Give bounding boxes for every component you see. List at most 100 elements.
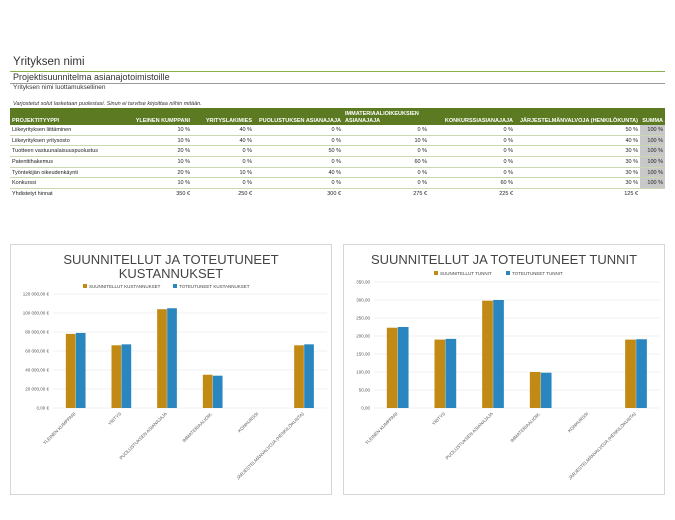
value-cell[interactable]: 0 % [192, 145, 254, 158]
bar[interactable] [202, 374, 213, 408]
hours-chart: SUUNNITELLUT JA TOTEUTUNEET TUNNIT SUUNNI… [343, 244, 665, 495]
bar[interactable] [304, 344, 314, 408]
column-header[interactable]: IMMATERIAALIOIKEUKSIEN ASIANAJAJA [343, 108, 429, 125]
value-cell[interactable]: 40 % [192, 135, 254, 147]
value-cell[interactable]: 20 % [120, 145, 192, 158]
value-cell[interactable]: 50 % [515, 125, 640, 136]
bar[interactable] [157, 309, 167, 408]
value-cell[interactable]: 30 % [515, 145, 640, 158]
sum-cell[interactable]: 100 % [640, 145, 665, 158]
company-name[interactable]: Yrityksen nimi [13, 56, 85, 68]
value-cell[interactable]: 30 % [515, 177, 640, 190]
bar[interactable] [445, 338, 457, 408]
bar[interactable] [65, 333, 76, 408]
value-cell[interactable]: 0 % [429, 156, 515, 168]
value-cell[interactable]: 10 % [120, 135, 192, 147]
sum-cell[interactable]: 100 % [640, 167, 665, 179]
plan-title[interactable]: Projektisuunnitelma asianajotoimistoille [13, 72, 170, 82]
legend-label: TOTEUTUNEET TUNNIT [512, 271, 563, 276]
value-cell[interactable]: 0 % [343, 177, 429, 190]
bar[interactable] [386, 327, 398, 408]
row-label-cell[interactable]: Työntekijän oikeudenkäynti [10, 167, 120, 179]
bar[interactable] [294, 345, 304, 408]
value-cell[interactable]: 0 % [254, 177, 343, 190]
value-cell[interactable]: 0 % [343, 167, 429, 179]
column-header[interactable]: KONKURSSIASIANAJAJA [429, 108, 515, 125]
row-label-cell[interactable]: Liikeyrityksen liittäminen [10, 125, 120, 136]
value-cell[interactable]: 250 € [238, 190, 252, 197]
column-header[interactable]: PUOLUSTUKSEN ASIANAJAJA [254, 108, 343, 125]
sum-cell[interactable]: 100 % [640, 177, 665, 190]
value-cell[interactable]: 0 % [254, 156, 343, 168]
value-cell[interactable]: 10 % [343, 135, 429, 147]
sum-cell[interactable]: 100 % [640, 135, 665, 147]
sum-cell[interactable]: 100 % [640, 125, 665, 136]
value-cell[interactable]: 40 % [515, 135, 640, 147]
value-cell[interactable]: 0 % [192, 156, 254, 168]
value-cell[interactable]: 300 € [327, 190, 341, 197]
chart-title: SUUNNITELLUT JA TOTEUTUNEET TUNNIT [371, 252, 637, 267]
y-tick-label: 200,00 [356, 334, 370, 339]
bar[interactable] [212, 375, 223, 408]
column-header[interactable]: YLEINEN KUMPPANI [120, 108, 192, 125]
row-label-cell[interactable]: Liikeyrityksen yritysosto [10, 135, 120, 147]
value-cell[interactable]: 0 % [254, 135, 343, 147]
value-cell[interactable]: 10 % [120, 177, 192, 190]
table-header-row: PROJEKTITYYPPI YLEINEN KUMPPANI YRITYSLA… [10, 108, 665, 125]
value-cell[interactable]: 50 % [254, 145, 343, 158]
bar[interactable] [111, 345, 122, 408]
value-cell[interactable]: 60 % [429, 177, 515, 190]
value-cell[interactable]: 0 % [343, 145, 429, 158]
column-header[interactable]: JÄRJESTELMÄNVALVOJA (HENKILÖKUNTA) [515, 108, 640, 125]
value-cell[interactable]: 10 % [120, 125, 192, 136]
value-cell[interactable]: 350 € [176, 190, 190, 197]
value-cell[interactable]: 225 € [499, 190, 513, 197]
value-cell[interactable]: 0 % [429, 167, 515, 179]
value-cell[interactable]: 40 % [192, 125, 254, 136]
row-label-cell[interactable]: Patenttihakemus [10, 156, 120, 168]
value-cell[interactable]: 275 € [413, 190, 427, 197]
column-header[interactable]: PROJEKTITYYPPI [10, 108, 120, 125]
value-cell[interactable]: 0 % [254, 125, 343, 136]
value-cell[interactable]: 10 % [120, 156, 192, 168]
confidential-label[interactable]: Yrityksen nimi luottamuksellinen [13, 84, 106, 91]
bar[interactable] [75, 332, 86, 408]
column-header[interactable]: SUMMA [640, 108, 665, 125]
value-cell[interactable]: 40 % [254, 167, 343, 179]
sum-cell[interactable]: 100 % [640, 156, 665, 168]
bar[interactable] [529, 372, 541, 408]
value-cell[interactable]: 30 % [515, 167, 640, 179]
row-label-cell[interactable]: Yhdistetyt hinnat [12, 190, 53, 197]
bar[interactable] [625, 339, 636, 408]
y-tick-label: 20 000,00 € [25, 387, 49, 392]
bar[interactable] [121, 344, 132, 408]
value-cell[interactable]: 0 % [429, 125, 515, 136]
row-label-cell[interactable]: Konkurssi [10, 177, 120, 190]
sum-cell[interactable] [640, 189, 665, 199]
legend-swatch [506, 271, 510, 275]
subtitle-divider [10, 83, 665, 84]
bar[interactable] [540, 372, 552, 408]
bar[interactable] [434, 339, 446, 408]
y-tick-label: 40 000,00 € [25, 368, 49, 373]
value-cell[interactable]: 30 % [515, 156, 640, 168]
hours-chart-svg: SUUNNITELLUT JA TOTEUTUNEET TUNNIT SUUNNI… [356, 252, 660, 481]
bar[interactable] [167, 308, 177, 408]
bar[interactable] [397, 327, 409, 408]
value-cell[interactable]: 0 % [429, 145, 515, 158]
value-cell[interactable]: 0 % [192, 177, 254, 190]
y-tick-label: 0,00 [361, 406, 370, 411]
value-cell[interactable]: 60 % [343, 156, 429, 168]
value-cell[interactable]: 0 % [429, 135, 515, 147]
y-tick-label: 50,00 [359, 388, 371, 393]
bar[interactable] [636, 339, 647, 408]
value-cell[interactable]: 20 % [120, 167, 192, 179]
bar[interactable] [482, 300, 493, 408]
value-cell[interactable]: 10 % [192, 167, 254, 179]
value-cell[interactable]: 125 € [624, 190, 638, 197]
row-label-cell[interactable]: Tuotteen vastuunalaisuuspuolustus [10, 145, 120, 158]
value-cell[interactable]: 0 % [343, 125, 429, 136]
column-header[interactable]: YRITYSLAKIMIES [192, 108, 254, 125]
bar[interactable] [493, 300, 504, 408]
table-row: Liikeyrityksen liittäminen 10 % 40 % 0 % 0 %… [10, 125, 665, 136]
